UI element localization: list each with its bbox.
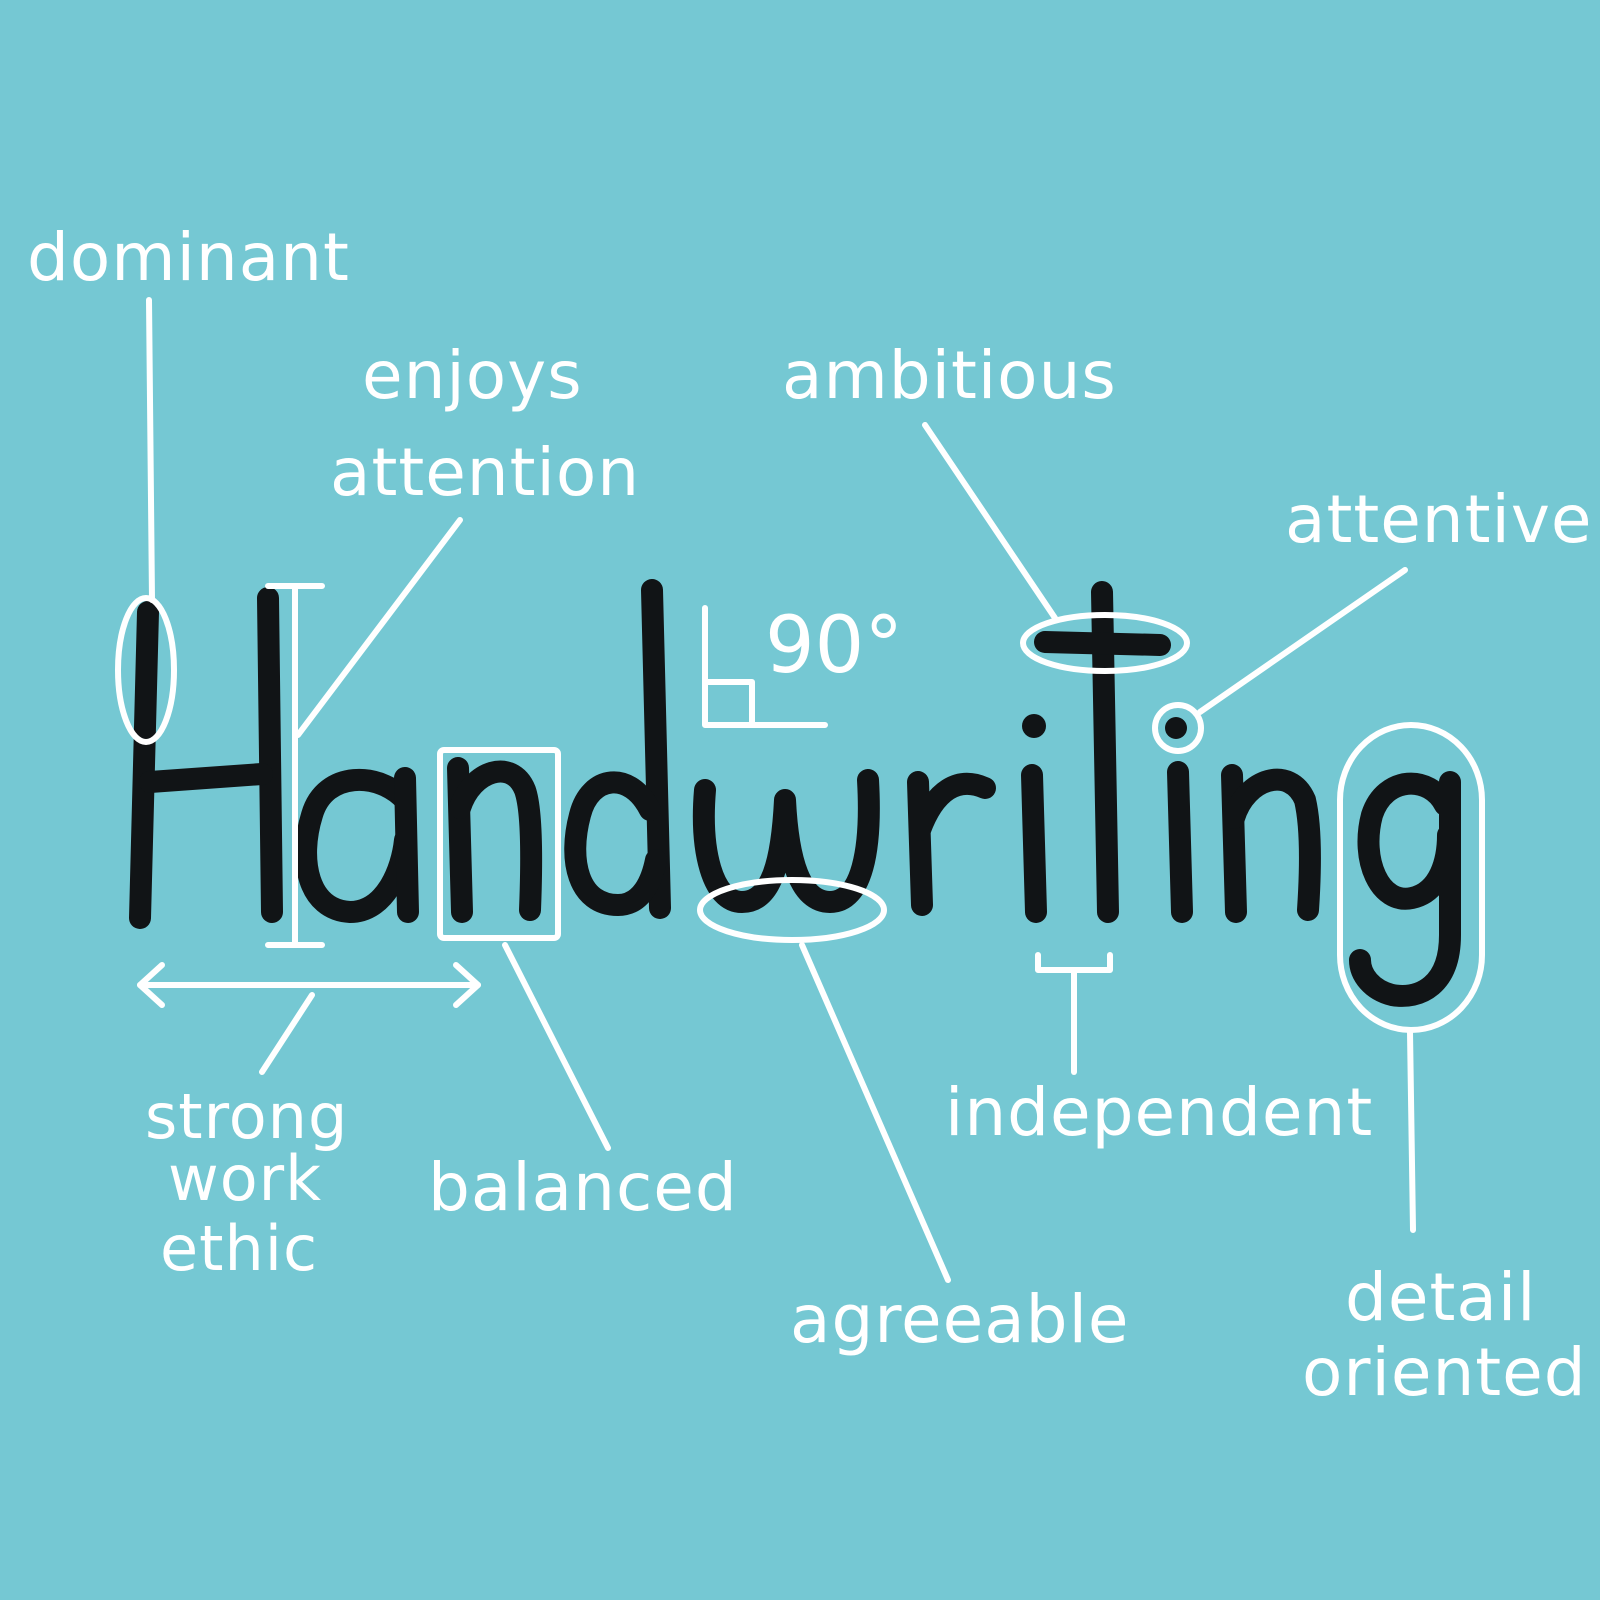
label-attention: attention <box>330 434 640 511</box>
annotation-ambitious: ambitious <box>782 337 1190 674</box>
circle-h-stroke <box>115 595 177 745</box>
label-balanced: balanced <box>428 1149 738 1226</box>
letter-i-second <box>1165 717 1193 923</box>
connector-enjoys-attention <box>295 517 463 738</box>
label-independent: independent <box>945 1074 1373 1151</box>
letter-n-second <box>1221 764 1321 923</box>
annotation-independent: independent <box>945 952 1373 1151</box>
letter-d <box>564 579 671 919</box>
annotation-strong-work-ethic: strong work ethic <box>137 962 481 1285</box>
width-arrow-left-head <box>137 962 165 1008</box>
connector-balanced <box>502 942 611 1151</box>
label-strong: strong <box>145 1080 348 1153</box>
height-bracket <box>265 583 325 948</box>
width-arrow-right-head <box>453 962 481 1008</box>
letter-t <box>1034 581 1171 923</box>
annotation-agreeable: agreeable <box>697 877 1130 1358</box>
handwriting-word <box>129 579 1461 1007</box>
connector-detail-oriented <box>1407 1029 1416 1233</box>
annotation-right-angle: 90° <box>702 601 903 728</box>
connector-agreeable <box>799 942 951 1283</box>
annotation-dominant: dominant <box>27 219 350 745</box>
label-oriented: oriented <box>1302 1334 1587 1411</box>
annotation-attentive: attentive <box>1152 481 1593 754</box>
connector-ambitious <box>922 422 1058 621</box>
connector-attentive <box>1197 567 1408 715</box>
box-letter-n <box>437 747 561 941</box>
circle-w-base <box>697 877 887 943</box>
letter-n <box>447 757 543 923</box>
label-dominant: dominant <box>27 219 350 296</box>
label-attentive: attentive <box>1285 481 1593 558</box>
letter-h <box>129 587 283 929</box>
connector-strong-work-ethic <box>259 992 315 1075</box>
circle-t-crossbar <box>1020 612 1190 674</box>
letter-r <box>907 771 996 916</box>
circle-i-dot <box>1152 702 1204 754</box>
annotation-enjoys-attention: enjoys attention <box>265 337 640 948</box>
label-agreeable: agreeable <box>790 1281 1130 1358</box>
label-work: work <box>168 1142 322 1215</box>
angle-square <box>702 679 755 728</box>
label-enjoys: enjoys <box>362 337 583 414</box>
annotation-balanced: balanced <box>428 747 738 1226</box>
letter-g <box>1349 771 1461 1007</box>
letter-a <box>295 767 419 923</box>
annotation-detail-oriented: detail oriented <box>1302 722 1587 1411</box>
letter-i-first <box>1021 714 1047 923</box>
label-ethic: ethic <box>160 1212 318 1285</box>
label-90-degrees: 90° <box>765 601 903 691</box>
label-detail: detail <box>1345 1259 1537 1336</box>
connector-dominant <box>146 297 155 603</box>
label-ambitious: ambitious <box>782 337 1117 414</box>
angle-lines <box>702 605 828 728</box>
